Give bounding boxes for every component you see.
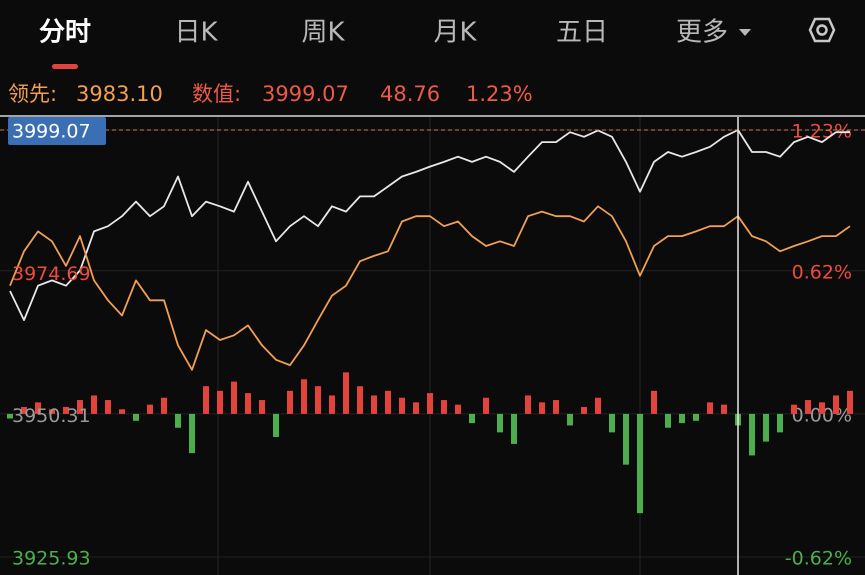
- bar: [707, 402, 713, 414]
- bar: [777, 413, 783, 433]
- dropdown-arrow: [739, 29, 751, 36]
- bar: [287, 390, 293, 414]
- tab[interactable]: 分时: [39, 18, 91, 48]
- bar: [273, 413, 279, 437]
- gear-center: [816, 24, 828, 36]
- y-tick-label: 3999.07: [12, 121, 91, 143]
- bar: [77, 400, 83, 414]
- tick-highlight-box: [8, 117, 106, 145]
- bar: [847, 390, 853, 414]
- bar: [483, 397, 489, 414]
- bar: [133, 413, 139, 421]
- price-line: [9, 205, 851, 371]
- bar: [119, 409, 125, 414]
- bar: [49, 409, 55, 414]
- active-tab-indicator: [52, 64, 78, 69]
- bar: [35, 402, 41, 414]
- bar: [679, 413, 685, 424]
- price-line: [9, 129, 850, 321]
- y-tick-label: 3974.69: [12, 263, 91, 285]
- bar: [203, 386, 209, 414]
- bar: [217, 390, 223, 414]
- bar: [147, 404, 153, 414]
- bar: [637, 413, 643, 514]
- lead-value: 3983.10: [76, 82, 163, 106]
- bar: [833, 395, 839, 414]
- bar: [301, 379, 307, 414]
- bar: [105, 400, 111, 414]
- bar: [357, 386, 363, 414]
- bar: [329, 395, 335, 414]
- change: 48.76: [380, 82, 440, 106]
- bar: [371, 395, 377, 414]
- bar: [539, 402, 545, 414]
- bar: [749, 413, 755, 456]
- bar: [497, 413, 503, 433]
- bar: [581, 406, 587, 414]
- tab[interactable]: 五日: [556, 18, 608, 48]
- bar: [819, 402, 825, 414]
- bar: [231, 381, 237, 414]
- bar: [21, 406, 27, 414]
- bar: [175, 413, 181, 428]
- bar: [385, 390, 391, 414]
- tab[interactable]: 更多: [676, 18, 728, 48]
- bar: [315, 386, 321, 414]
- y2-tick-label: -0.62%: [785, 548, 852, 570]
- bar: [7, 413, 13, 419]
- bar: [469, 413, 475, 424]
- bar: [441, 400, 447, 414]
- bar: [693, 413, 699, 421]
- bar: [413, 402, 419, 414]
- bar: [623, 413, 629, 465]
- bar: [805, 400, 811, 414]
- bar: [259, 400, 265, 414]
- bar: [791, 404, 797, 414]
- change-percent: 1.23%: [466, 82, 533, 106]
- bar: [63, 406, 69, 414]
- bar: [245, 393, 251, 414]
- tab[interactable]: 月K: [433, 18, 477, 48]
- bar: [553, 400, 559, 414]
- y-tick-label: 3950.31: [12, 405, 91, 427]
- bar: [343, 372, 349, 414]
- gear-outline: [808, 17, 836, 43]
- y-tick-label: 3925.93: [12, 548, 91, 570]
- bar: [609, 413, 615, 433]
- plot: -0.62%0.00%0.62%1.23%3925.933950.313974.…: [0, 117, 865, 575]
- tab[interactable]: 日K: [174, 18, 218, 48]
- settings-button[interactable]: [808, 17, 836, 43]
- y2-tick-label: 0.62%: [792, 261, 852, 283]
- value-label: 数值:: [192, 82, 241, 106]
- bar: [721, 404, 727, 414]
- bar: [651, 390, 657, 414]
- bar: [567, 413, 573, 426]
- bar: [189, 413, 195, 454]
- value: 3999.07: [262, 82, 349, 106]
- bar: [525, 395, 531, 414]
- bar: [161, 397, 167, 414]
- bar: [427, 393, 433, 414]
- bar: [511, 413, 517, 444]
- bar: [91, 395, 97, 414]
- lead-label: 领先:: [8, 82, 57, 106]
- bar: [665, 413, 671, 428]
- bar: [763, 413, 769, 442]
- bar: [455, 404, 461, 414]
- tab[interactable]: 周K: [301, 18, 345, 48]
- bar: [399, 397, 405, 414]
- bar: [595, 397, 601, 414]
